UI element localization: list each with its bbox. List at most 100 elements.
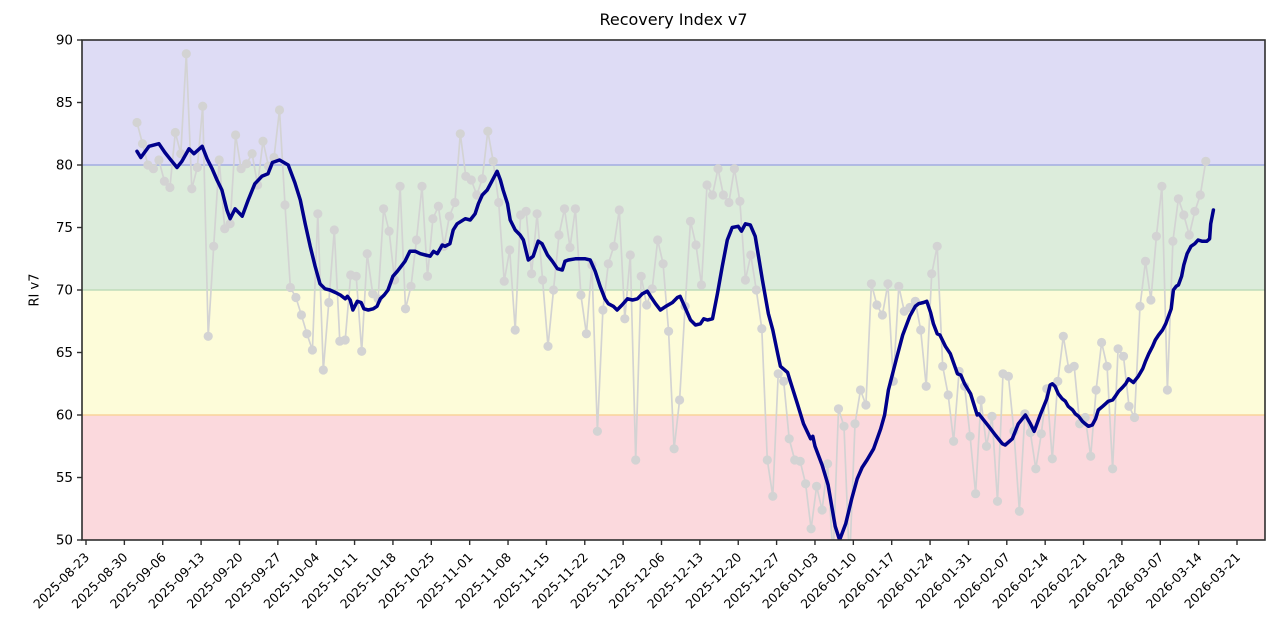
- raw-data-point: [291, 292, 301, 303]
- raw-data-point: [1036, 429, 1046, 439]
- raw-data-point: [702, 180, 712, 190]
- raw-data-point: [505, 245, 515, 255]
- raw-data-point: [357, 346, 367, 356]
- raw-data-point: [921, 381, 931, 391]
- raw-data-point: [592, 426, 603, 436]
- raw-data-point: [724, 197, 734, 208]
- raw-data-point: [746, 250, 756, 260]
- raw-data-point: [992, 496, 1003, 506]
- raw-data-point: [779, 376, 789, 386]
- raw-data-point: [428, 214, 438, 224]
- raw-data-point: [1146, 295, 1156, 305]
- raw-data-point: [1102, 361, 1112, 371]
- raw-data-point: [894, 281, 904, 291]
- raw-data-point: [307, 345, 317, 355]
- raw-data-point: [669, 444, 679, 454]
- raw-data-point: [614, 205, 624, 215]
- raw-data-point: [949, 436, 959, 446]
- raw-data-point: [691, 240, 701, 250]
- raw-data-point: [379, 204, 389, 214]
- raw-data-point: [1162, 385, 1172, 395]
- raw-data-point: [598, 305, 608, 315]
- raw-data-point: [170, 127, 180, 138]
- raw-data-point: [433, 201, 443, 211]
- raw-data-point: [192, 162, 202, 173]
- raw-data-point: [466, 175, 476, 185]
- raw-data-point: [1140, 256, 1151, 266]
- raw-data-point: [916, 325, 926, 335]
- raw-data-point: [362, 249, 372, 259]
- raw-data-point: [1014, 506, 1024, 516]
- raw-data-point: [581, 329, 592, 339]
- raw-data-point: [510, 325, 520, 335]
- raw-data-point: [1151, 231, 1161, 241]
- y-tick-label: 65: [56, 345, 73, 361]
- raw-data-point: [729, 164, 740, 174]
- raw-data-point: [1129, 412, 1140, 423]
- raw-data-point: [664, 326, 674, 336]
- raw-data-point: [839, 421, 849, 431]
- raw-data-point: [1118, 351, 1129, 361]
- raw-data-point: [768, 491, 778, 501]
- raw-data-point: [603, 259, 613, 269]
- threshold-band: [82, 40, 1265, 165]
- raw-data-point: [395, 181, 405, 191]
- raw-data-point: [417, 181, 427, 191]
- raw-data-point: [1058, 331, 1068, 341]
- raw-data-point: [444, 211, 454, 221]
- raw-data-point: [987, 411, 997, 421]
- raw-data-point: [548, 285, 559, 295]
- raw-data-point: [499, 276, 509, 286]
- raw-data-point: [477, 174, 487, 184]
- raw-data-point: [521, 206, 531, 216]
- raw-data-point: [620, 314, 630, 324]
- y-tick-label: 50: [56, 533, 73, 549]
- raw-data-point: [1190, 206, 1200, 216]
- raw-data-point: [532, 209, 542, 219]
- raw-data-point: [559, 204, 570, 214]
- raw-data-point: [296, 310, 306, 320]
- raw-data-point: [450, 197, 460, 208]
- raw-data-point: [1113, 344, 1123, 354]
- y-tick-label: 90: [56, 33, 73, 49]
- raw-data-point: [1179, 210, 1189, 220]
- raw-series-line: [136, 53, 1207, 540]
- raw-data-point: [148, 164, 158, 174]
- raw-data-point: [806, 524, 816, 534]
- raw-data-point: [1097, 337, 1107, 348]
- raw-data-point: [653, 235, 663, 245]
- raw-data-point: [209, 241, 219, 251]
- raw-data-point: [675, 395, 685, 405]
- raw-data-point: [1003, 371, 1014, 381]
- raw-data-point: [823, 459, 833, 469]
- raw-data-point: [165, 182, 175, 193]
- raw-data-point: [817, 505, 827, 515]
- raw-data-point: [214, 155, 224, 165]
- y-tick-label: 75: [56, 220, 73, 236]
- raw-data-point: [631, 455, 641, 465]
- raw-data-point: [351, 271, 361, 281]
- raw-data-point: [159, 176, 169, 186]
- raw-data-point: [280, 200, 290, 210]
- raw-data-point: [318, 365, 328, 375]
- raw-data-point: [735, 196, 745, 206]
- raw-data-point: [198, 101, 208, 111]
- raw-data-point: [231, 130, 241, 140]
- raw-data-point: [488, 156, 498, 166]
- raw-data-point: [981, 441, 992, 451]
- raw-data-point: [757, 324, 767, 334]
- raw-data-point: [1053, 376, 1063, 386]
- raw-data-point: [483, 126, 493, 136]
- smoothed-series-line: [135, 141, 1216, 540]
- raw-data-point: [538, 275, 548, 285]
- raw-data-point: [1168, 236, 1178, 246]
- raw-data-point: [422, 271, 433, 281]
- raw-data-point: [1086, 451, 1096, 461]
- raw-data-point: [976, 395, 986, 405]
- raw-data-point: [400, 304, 411, 314]
- raw-data-point: [225, 219, 235, 229]
- raw-data-point: [965, 431, 975, 441]
- raw-data-point: [861, 400, 871, 410]
- raw-data-point: [274, 105, 285, 115]
